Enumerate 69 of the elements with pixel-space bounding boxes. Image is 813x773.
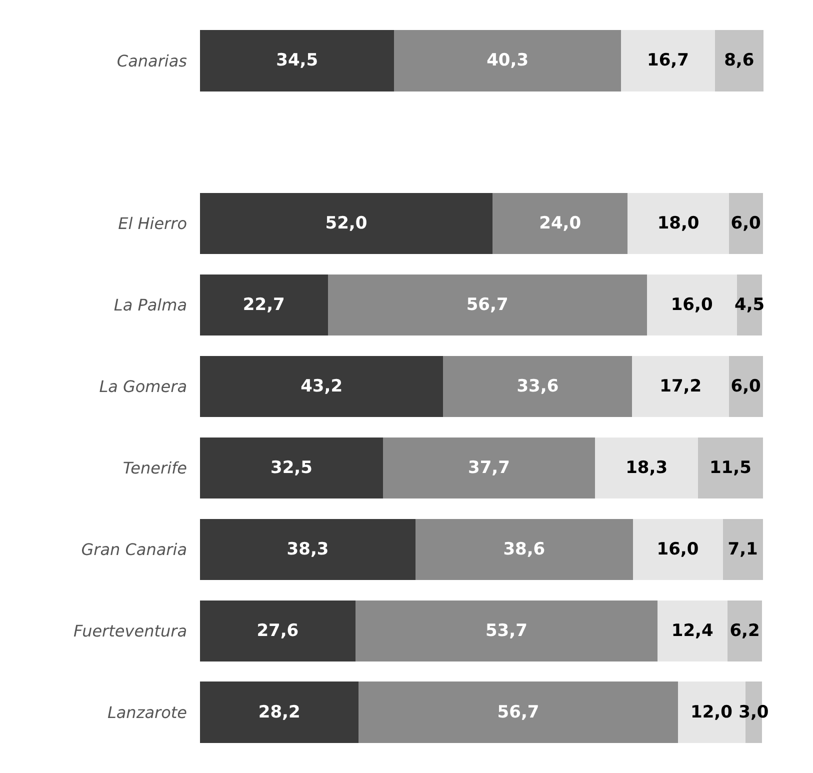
data-label: 8,6	[724, 50, 754, 71]
bar	[729, 193, 763, 254]
bar	[628, 193, 730, 254]
data-label: 28,2	[258, 702, 300, 722]
data-label: 52,0	[325, 214, 368, 234]
y-tick-label: La Palma	[114, 296, 187, 315]
bar	[200, 600, 356, 662]
data-label: 43,2	[300, 376, 343, 396]
y-tick-label: El Hierro	[118, 214, 188, 234]
data-label: 32,5	[270, 458, 312, 478]
data-label: 22,7	[242, 295, 285, 316]
data-label: 53,7	[485, 620, 528, 641]
y-tick-label: Fuerteventura	[74, 621, 187, 640]
data-label: 27,6	[256, 620, 299, 641]
bar	[714, 30, 764, 92]
data-label: 40,3	[486, 50, 529, 71]
data-label: 33,6	[516, 376, 559, 396]
data-label: 7,1	[728, 539, 758, 560]
data-label: 34,5	[276, 50, 318, 71]
bar	[200, 30, 394, 92]
bar	[658, 600, 728, 662]
bar	[646, 274, 737, 336]
data-label: 4,5	[734, 295, 765, 316]
bar	[595, 437, 698, 498]
bar	[382, 437, 596, 498]
bar	[729, 356, 763, 418]
data-label: 37,7	[468, 458, 510, 478]
data-label: 16,7	[646, 50, 689, 71]
y-tick-label: Gran Canaria	[81, 540, 187, 559]
bar	[358, 682, 678, 743]
data-label: 18,0	[657, 214, 700, 234]
bar	[200, 437, 383, 498]
y-tick-label: Tenerife	[122, 458, 188, 478]
data-label: 56,7	[497, 702, 540, 722]
bar	[722, 518, 763, 580]
data-label: 6,0	[730, 214, 762, 234]
data-label: 38,6	[503, 539, 546, 560]
data-label: 17,2	[660, 376, 702, 396]
bar	[698, 437, 763, 498]
bar	[200, 518, 416, 580]
data-label: 6,0	[730, 376, 762, 396]
data-label: 18,3	[626, 458, 668, 478]
data-label: 11,5	[709, 458, 752, 478]
y-tick-label: Lanzarote	[107, 702, 188, 722]
bar	[632, 356, 730, 418]
bar	[200, 356, 444, 418]
data-label: 38,3	[286, 539, 329, 560]
bar	[200, 193, 493, 254]
bar	[416, 518, 633, 580]
y-tick-label: Canarias	[116, 51, 187, 70]
data-label: 16,0	[656, 539, 699, 560]
data-label: 24,0	[539, 214, 582, 234]
bar	[620, 30, 715, 92]
bar	[632, 518, 723, 580]
data-label: 12,0	[690, 702, 733, 722]
data-label: 12,4	[671, 620, 714, 641]
y-tick-label: La Gomera	[99, 377, 187, 396]
bar	[200, 274, 328, 336]
bar	[394, 30, 621, 92]
bar	[727, 600, 762, 662]
bar	[328, 274, 647, 336]
data-label: 56,7	[466, 295, 508, 316]
bar	[355, 600, 658, 662]
bar	[443, 356, 632, 418]
data-label: 3,0	[738, 702, 769, 722]
bar	[200, 682, 359, 743]
data-label: 6,2	[730, 620, 760, 641]
data-label: 16,0	[670, 295, 713, 316]
bar	[492, 193, 628, 254]
